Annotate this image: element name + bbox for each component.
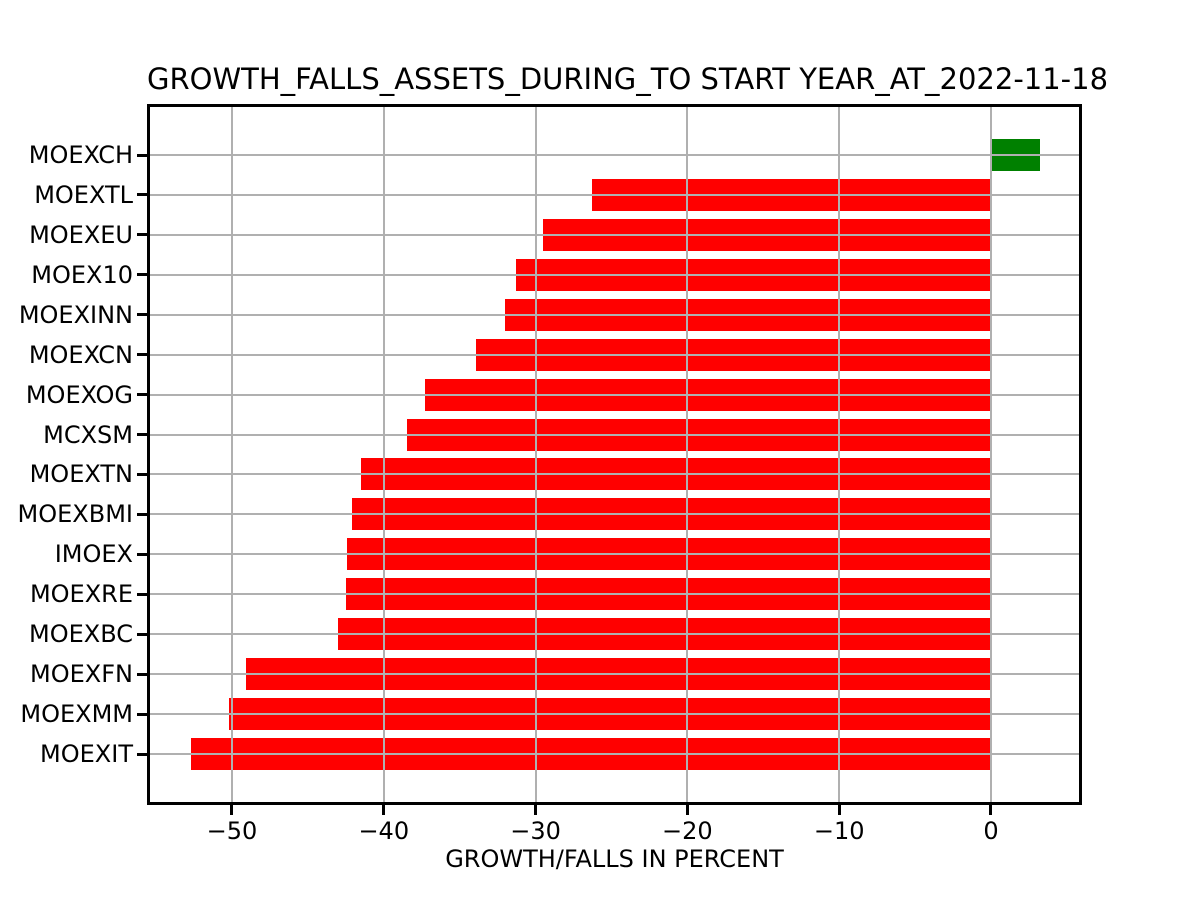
x-tick-label-0: 0	[983, 817, 999, 845]
gridline-y-MCXSM	[150, 433, 1079, 436]
y-tick-label-MOEXTL: MOEXTL	[34, 180, 133, 209]
x-tick-label--10: −10	[813, 817, 865, 845]
y-tick-label-MOEXMM: MOEXMM	[20, 700, 133, 729]
y-tick-label-MOEXEU: MOEXEU	[29, 220, 133, 249]
y-tick-MOEXTN	[137, 472, 147, 476]
gridline-x--30	[534, 107, 537, 802]
gridline-y-MOEXBC	[150, 633, 1079, 636]
gridline-y-MOEXOG	[150, 393, 1079, 396]
y-tick-MOEXEU	[137, 233, 147, 237]
x-tick-label--30: −30	[510, 817, 561, 845]
x-tick-label--50: −50	[206, 817, 258, 845]
gridline-y-MOEXINN	[150, 313, 1079, 316]
y-tick-label-MOEXIT: MOEXIT	[40, 740, 133, 768]
x-tick-label--20: −20	[662, 817, 713, 845]
gridline-x-0	[989, 107, 992, 802]
y-tick-label-MOEXBC: MOEXBC	[28, 620, 133, 649]
y-tick-label-MOEXTN: MOEXTN	[29, 460, 133, 489]
x-tick--40	[382, 805, 386, 815]
x-tick-label--40: −40	[358, 817, 410, 845]
y-tick-label-MOEXCN: MOEXCN	[28, 340, 133, 369]
y-tick-MOEX10	[137, 273, 147, 277]
x-tick--30	[534, 805, 538, 815]
y-tick-MOEXCH	[137, 153, 147, 157]
gridline-y-MOEXTL	[150, 193, 1079, 196]
y-tick-MOEXOG	[137, 393, 147, 397]
y-tick-label-MOEXBMI: MOEXBMI	[17, 500, 133, 529]
gridline-y-MOEXFN	[150, 673, 1079, 676]
gridline-x--50	[230, 107, 233, 802]
gridline-x--10	[838, 107, 841, 802]
y-tick-label-MOEXRE: MOEXRE	[29, 580, 133, 609]
x-axis-label: GROWTH/FALLS IN PERCENT	[445, 845, 784, 873]
y-tick-label-IMOEX: IMOEX	[54, 540, 133, 569]
gridline-x--20	[686, 107, 689, 802]
y-tick-label-MCXSM: MCXSM	[43, 420, 133, 449]
y-tick-MOEXFN	[137, 672, 147, 676]
x-tick--50	[230, 805, 234, 815]
gridline-y-MOEXCH	[150, 154, 1079, 156]
y-tick-label-MOEXCH: MOEXCH	[28, 141, 133, 169]
gridline-y-MOEXBMI	[150, 513, 1079, 516]
gridline-y-IMOEX	[150, 553, 1079, 556]
gridline-y-MOEXCN	[150, 353, 1079, 356]
y-tick-MOEXRE	[137, 592, 147, 596]
gridline-y-MOEXMM	[150, 713, 1079, 716]
plot-area	[147, 104, 1082, 805]
gridline-x--40	[382, 107, 385, 802]
y-tick-label-MOEXOG: MOEXOG	[25, 380, 133, 409]
y-tick-MCXSM	[137, 433, 147, 437]
y-tick-MOEXMM	[137, 712, 147, 716]
y-tick-IMOEX	[137, 552, 147, 556]
gridline-y-MOEXEU	[150, 233, 1079, 236]
y-tick-MOEXINN	[137, 313, 147, 317]
y-tick-label-MOEX10: MOEX10	[31, 260, 133, 289]
x-tick-0	[989, 805, 993, 815]
gridline-y-MOEXRE	[150, 593, 1079, 596]
y-tick-MOEXIT	[137, 752, 147, 756]
y-tick-label-MOEXFN: MOEXFN	[30, 660, 133, 689]
y-tick-MOEXCN	[137, 353, 147, 357]
gridline-y-MOEXTN	[150, 473, 1079, 476]
y-tick-label-MOEXINN: MOEXINN	[18, 300, 133, 329]
chart-title: GROWTH_FALLS_ASSETS_DURING_TO START YEAR…	[147, 62, 1109, 96]
x-tick--10	[837, 805, 841, 815]
y-tick-MOEXBMI	[137, 512, 147, 516]
y-tick-MOEXTL	[137, 193, 147, 197]
gridline-y-MOEX10	[150, 273, 1079, 276]
gridline-y-MOEXIT	[150, 753, 1079, 755]
x-tick--20	[685, 805, 689, 815]
y-tick-MOEXBC	[137, 632, 147, 636]
